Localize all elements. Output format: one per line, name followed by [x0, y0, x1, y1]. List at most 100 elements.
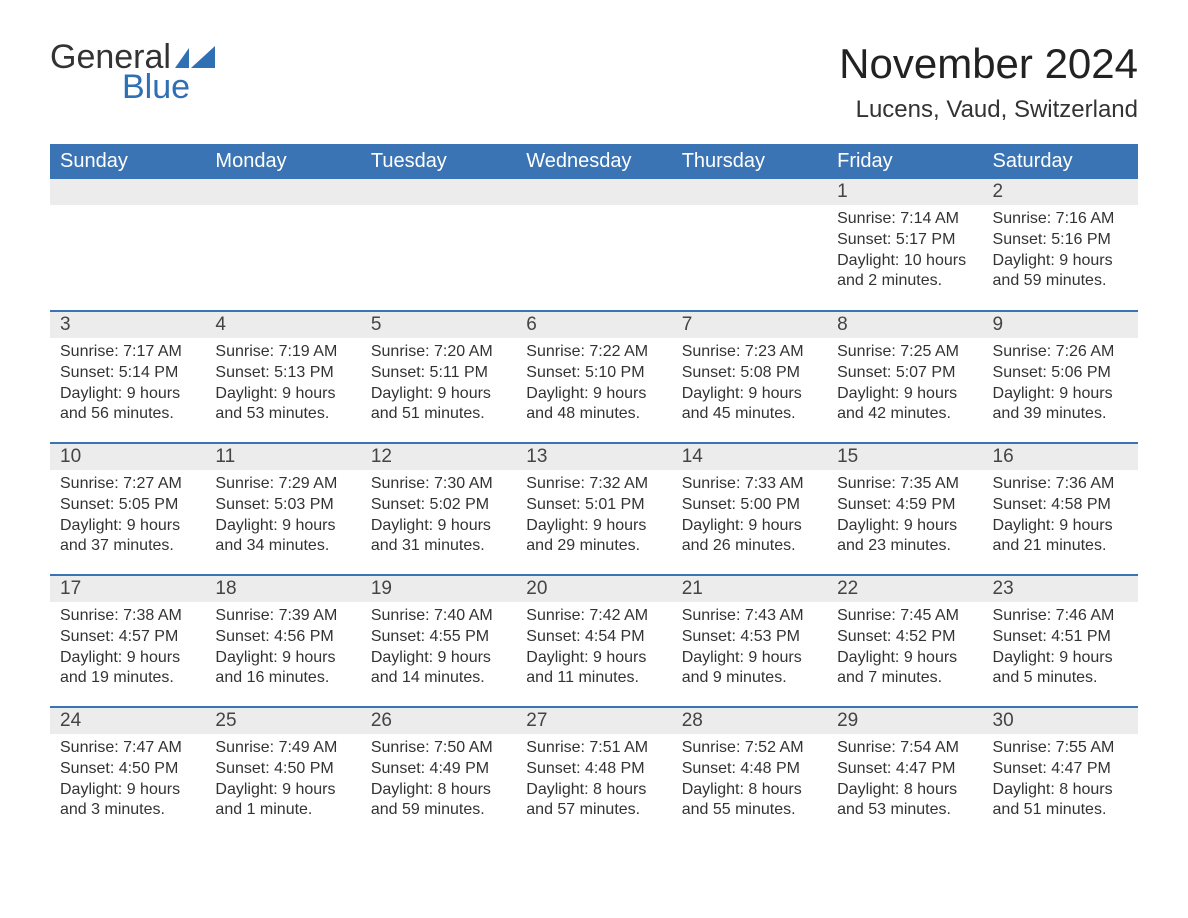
calendar-day-cell: 16Sunrise: 7:36 AMSunset: 4:58 PMDayligh… [983, 443, 1138, 575]
calendar-day-cell: 10Sunrise: 7:27 AMSunset: 5:05 PMDayligh… [50, 443, 205, 575]
sunset-line: Sunset: 4:52 PM [837, 627, 972, 648]
day-body: Sunrise: 7:26 AMSunset: 5:06 PMDaylight:… [983, 338, 1138, 435]
day-body: Sunrise: 7:19 AMSunset: 5:13 PMDaylight:… [205, 338, 360, 435]
day-number-empty [361, 179, 516, 205]
daylight-line: Daylight: 9 hours and 19 minutes. [60, 648, 195, 690]
daylight-line: Daylight: 8 hours and 59 minutes. [371, 780, 506, 822]
calendar-day-cell [672, 179, 827, 311]
sunrise-line: Sunrise: 7:50 AM [371, 738, 506, 759]
day-body: Sunrise: 7:17 AMSunset: 5:14 PMDaylight:… [50, 338, 205, 435]
sunset-line: Sunset: 4:50 PM [60, 759, 195, 780]
day-number: 17 [50, 576, 205, 602]
day-body: Sunrise: 7:22 AMSunset: 5:10 PMDaylight:… [516, 338, 671, 435]
day-number: 14 [672, 444, 827, 470]
sunrise-line: Sunrise: 7:22 AM [526, 342, 661, 363]
sunrise-line: Sunrise: 7:30 AM [371, 474, 506, 495]
daylight-line: Daylight: 9 hours and 1 minute. [215, 780, 350, 822]
sunrise-line: Sunrise: 7:32 AM [526, 474, 661, 495]
sunset-line: Sunset: 5:10 PM [526, 363, 661, 384]
calendar-day-cell: 23Sunrise: 7:46 AMSunset: 4:51 PMDayligh… [983, 575, 1138, 707]
sunrise-line: Sunrise: 7:25 AM [837, 342, 972, 363]
daylight-line: Daylight: 10 hours and 2 minutes. [837, 251, 972, 293]
day-body: Sunrise: 7:50 AMSunset: 4:49 PMDaylight:… [361, 734, 516, 831]
day-body: Sunrise: 7:51 AMSunset: 4:48 PMDaylight:… [516, 734, 671, 831]
daylight-line: Daylight: 9 hours and 31 minutes. [371, 516, 506, 558]
calendar-day-cell: 7Sunrise: 7:23 AMSunset: 5:08 PMDaylight… [672, 311, 827, 443]
day-body: Sunrise: 7:43 AMSunset: 4:53 PMDaylight:… [672, 602, 827, 699]
sunset-line: Sunset: 5:03 PM [215, 495, 350, 516]
day-number: 11 [205, 444, 360, 470]
daylight-line: Daylight: 9 hours and 11 minutes. [526, 648, 661, 690]
day-body: Sunrise: 7:42 AMSunset: 4:54 PMDaylight:… [516, 602, 671, 699]
calendar-day-cell: 11Sunrise: 7:29 AMSunset: 5:03 PMDayligh… [205, 443, 360, 575]
daylight-line: Daylight: 9 hours and 34 minutes. [215, 516, 350, 558]
weekday-header-row: SundayMondayTuesdayWednesdayThursdayFrid… [50, 144, 1138, 179]
sunset-line: Sunset: 5:06 PM [993, 363, 1128, 384]
weekday-header: Thursday [672, 144, 827, 179]
sunrise-line: Sunrise: 7:19 AM [215, 342, 350, 363]
day-number: 13 [516, 444, 671, 470]
sunset-line: Sunset: 4:48 PM [526, 759, 661, 780]
sunset-line: Sunset: 5:01 PM [526, 495, 661, 516]
daylight-line: Daylight: 9 hours and 39 minutes. [993, 384, 1128, 426]
sunrise-line: Sunrise: 7:40 AM [371, 606, 506, 627]
day-body: Sunrise: 7:35 AMSunset: 4:59 PMDaylight:… [827, 470, 982, 567]
day-number: 29 [827, 708, 982, 734]
sunrise-line: Sunrise: 7:16 AM [993, 209, 1128, 230]
sunrise-line: Sunrise: 7:29 AM [215, 474, 350, 495]
sunrise-line: Sunrise: 7:36 AM [993, 474, 1128, 495]
day-number: 1 [827, 179, 982, 205]
sunset-line: Sunset: 4:57 PM [60, 627, 195, 648]
day-number: 4 [205, 312, 360, 338]
logo: General Blue [50, 40, 215, 104]
day-body: Sunrise: 7:32 AMSunset: 5:01 PMDaylight:… [516, 470, 671, 567]
sunrise-line: Sunrise: 7:38 AM [60, 606, 195, 627]
daylight-line: Daylight: 9 hours and 3 minutes. [60, 780, 195, 822]
location: Lucens, Vaud, Switzerland [839, 96, 1138, 124]
calendar-day-cell [50, 179, 205, 311]
day-number: 19 [361, 576, 516, 602]
calendar-day-cell: 29Sunrise: 7:54 AMSunset: 4:47 PMDayligh… [827, 707, 982, 839]
calendar-day-cell: 2Sunrise: 7:16 AMSunset: 5:16 PMDaylight… [983, 179, 1138, 311]
calendar-day-cell: 27Sunrise: 7:51 AMSunset: 4:48 PMDayligh… [516, 707, 671, 839]
calendar-day-cell: 17 Sunrise: 7:38 AMSunset: 4:57 PMDayligh… [50, 575, 205, 707]
daylight-line: Daylight: 9 hours and 51 minutes. [371, 384, 506, 426]
daylight-line: Daylight: 9 hours and 9 minutes. [682, 648, 817, 690]
calendar-day-cell: 20Sunrise: 7:42 AMSunset: 4:54 PMDayligh… [516, 575, 671, 707]
page-header: General Blue November 2024 Lucens, Vaud,… [50, 40, 1138, 124]
calendar-day-cell: 28Sunrise: 7:52 AMSunset: 4:48 PMDayligh… [672, 707, 827, 839]
day-body: Sunrise: 7:46 AMSunset: 4:51 PMDaylight:… [983, 602, 1138, 699]
daylight-line: Daylight: 9 hours and 21 minutes. [993, 516, 1128, 558]
calendar-day-cell: 1Sunrise: 7:14 AMSunset: 5:17 PMDaylight… [827, 179, 982, 311]
daylight-line: Daylight: 8 hours and 51 minutes. [993, 780, 1128, 822]
sunset-line: Sunset: 5:02 PM [371, 495, 506, 516]
sunrise-line: Sunrise: 7:20 AM [371, 342, 506, 363]
daylight-line: Daylight: 8 hours and 55 minutes. [682, 780, 817, 822]
day-body: Sunrise: 7:36 AMSunset: 4:58 PMDaylight:… [983, 470, 1138, 567]
day-number: 6 [516, 312, 671, 338]
daylight-line: Daylight: 9 hours and 37 minutes. [60, 516, 195, 558]
weekday-header: Sunday [50, 144, 205, 179]
day-body: Sunrise: 7:20 AMSunset: 5:11 PMDaylight:… [361, 338, 516, 435]
sunset-line: Sunset: 5:08 PM [682, 363, 817, 384]
sunrise-line: Sunrise: 7:42 AM [526, 606, 661, 627]
calendar-week: 17Sunrise: 7:38 AMSunset: 4:57 PMDayligh… [50, 575, 1138, 707]
sunrise-line: Sunrise: 7:35 AM [837, 474, 972, 495]
sunrise-line: Sunrise: 7:49 AM [215, 738, 350, 759]
day-body: Sunrise: 7:29 AMSunset: 5:03 PMDaylight:… [205, 470, 360, 567]
calendar-day-cell [516, 179, 671, 311]
sunrise-line: Sunrise: 7:33 AM [682, 474, 817, 495]
day-body: Sunrise: 7:45 AMSunset: 4:52 PMDaylight:… [827, 602, 982, 699]
calendar-day-cell: 15Sunrise: 7:35 AMSunset: 4:59 PMDayligh… [827, 443, 982, 575]
sunset-line: Sunset: 5:00 PM [682, 495, 817, 516]
calendar-day-cell: 21Sunrise: 7:43 AMSunset: 4:53 PMDayligh… [672, 575, 827, 707]
sunset-line: Sunset: 4:54 PM [526, 627, 661, 648]
sunset-line: Sunset: 4:59 PM [837, 495, 972, 516]
daylight-line: Daylight: 9 hours and 14 minutes. [371, 648, 506, 690]
daylight-line: Daylight: 9 hours and 42 minutes. [837, 384, 972, 426]
calendar-day-cell: 12Sunrise: 7:30 AMSunset: 5:02 PMDayligh… [361, 443, 516, 575]
sunrise-line: Sunrise: 7:39 AM [215, 606, 350, 627]
day-body: Sunrise: 7:33 AMSunset: 5:00 PMDaylight:… [672, 470, 827, 567]
daylight-line: Daylight: 8 hours and 53 minutes. [837, 780, 972, 822]
calendar-week: 3Sunrise: 7:17 AMSunset: 5:14 PMDaylight… [50, 311, 1138, 443]
